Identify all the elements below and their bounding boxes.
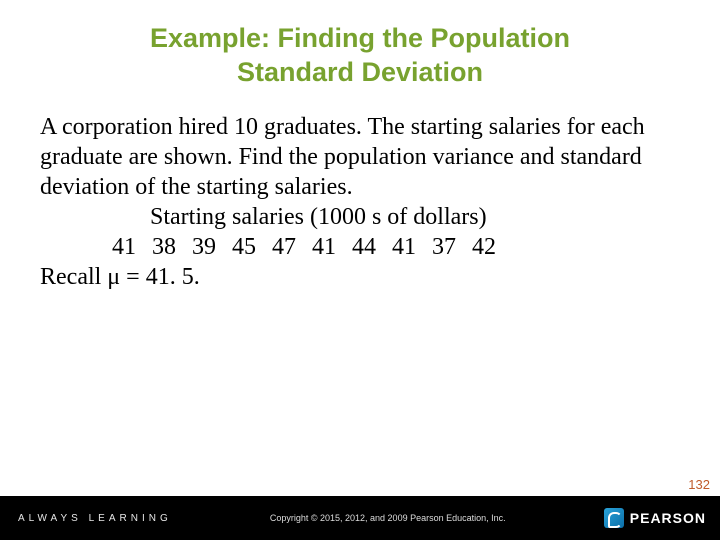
data-v8: 37 xyxy=(432,234,456,260)
data-v6: 44 xyxy=(352,234,376,260)
data-v4: 47 xyxy=(272,234,296,260)
data-v5: 41 xyxy=(312,234,336,260)
slide: Example: Finding the Population Standard… xyxy=(0,0,720,540)
data-v2: 39 xyxy=(192,234,216,260)
data-values: 41 38 39 45 47 41 44 41 37 42 xyxy=(40,232,680,262)
pearson-logo: PEARSON xyxy=(604,508,706,528)
slide-title: Example: Finding the Population Standard… xyxy=(0,0,720,90)
title-line-2: Standard Deviation xyxy=(237,57,483,87)
footer-tagline: ALWAYS LEARNING xyxy=(0,513,172,524)
pearson-text: PEARSON xyxy=(630,510,706,526)
title-line-1: Example: Finding the Population xyxy=(150,23,570,53)
footer-bar: ALWAYS LEARNING Copyright © 2015, 2012, … xyxy=(0,496,720,540)
data-v0: 41 xyxy=(112,234,136,260)
pearson-mark-icon xyxy=(604,508,624,528)
problem-paragraph: A corporation hired 10 graduates. The st… xyxy=(40,112,680,202)
data-subtitle: Starting salaries (1000 s of dollars) xyxy=(40,202,680,232)
data-v9: 42 xyxy=(472,234,496,260)
data-v3: 45 xyxy=(232,234,256,260)
footer-copyright: Copyright © 2015, 2012, and 2009 Pearson… xyxy=(172,513,604,523)
data-v7: 41 xyxy=(392,234,416,260)
page-number: 132 xyxy=(688,477,710,492)
footer-brand: PEARSON xyxy=(604,508,720,528)
recall-line: Recall μ = 41. 5. xyxy=(40,262,680,292)
slide-body: A corporation hired 10 graduates. The st… xyxy=(0,90,720,292)
data-v1: 38 xyxy=(152,234,176,260)
